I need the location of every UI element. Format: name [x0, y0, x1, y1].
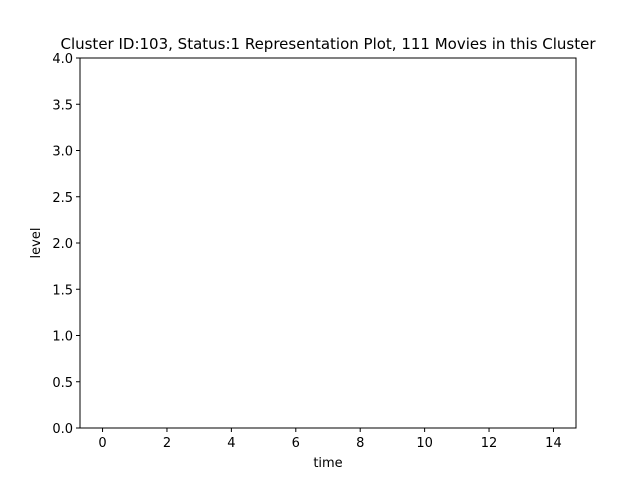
y-tick-label: 1.5 [52, 283, 73, 298]
y-tick-label: 0.0 [52, 422, 73, 437]
y-tick-label: 0.5 [52, 376, 73, 391]
y-tick-label: 4.0 [52, 52, 73, 67]
x-tick-label: 12 [481, 436, 498, 451]
x-axis-ticks: 0 2 4 6 8 10 12 14 [98, 428, 562, 451]
x-tick-label: 6 [292, 436, 300, 451]
x-tick-label: 0 [98, 436, 106, 451]
x-tick-label: 4 [227, 436, 235, 451]
y-tick-label: 2.0 [52, 237, 73, 252]
x-tick-label: 14 [545, 436, 562, 451]
x-tick-label: 2 [163, 436, 171, 451]
y-axis-label: level [29, 228, 44, 259]
y-tick-label: 1.0 [52, 330, 73, 345]
x-tick-label: 8 [356, 436, 364, 451]
x-axis-label: time [313, 456, 342, 471]
x-tick-label: 10 [416, 436, 433, 451]
y-axis-ticks: 0.0 0.5 1.0 1.5 2.0 2.5 3.0 3.5 4.0 [52, 52, 80, 437]
y-tick-label: 3.0 [52, 145, 73, 160]
plot-frame [79, 57, 577, 429]
y-tick-label: 3.5 [52, 98, 73, 113]
axes-area: 0 2 4 6 8 10 12 14 0.0 0.5 1.0 1.5 2.0 2.5 3.0 3.5 4.0 [52, 52, 577, 451]
chart-title: Cluster ID:103, Status:1 Representation … [60, 35, 596, 53]
y-tick-label: 2.5 [52, 191, 73, 206]
